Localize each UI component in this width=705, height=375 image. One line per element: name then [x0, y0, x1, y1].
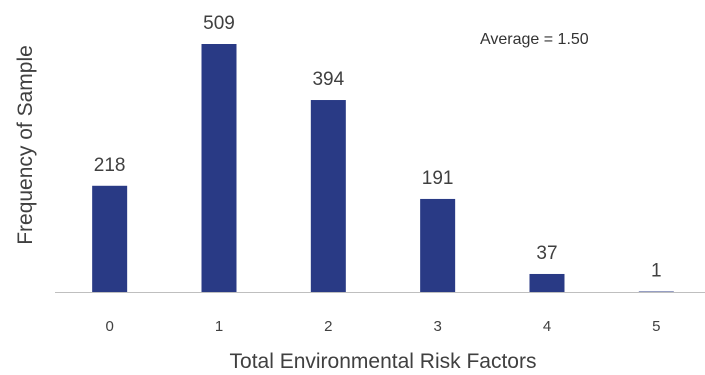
bar-3	[420, 198, 456, 292]
x-tick-label-5: 5	[652, 318, 660, 335]
bars-group	[92, 44, 674, 292]
bar-4	[529, 273, 565, 292]
data-label-0: 218	[94, 155, 126, 176]
x-tick-label-0: 0	[105, 318, 113, 335]
bar-0	[92, 185, 128, 292]
x-tick-label-1: 1	[215, 318, 223, 335]
data-label-4: 37	[536, 243, 557, 264]
data-labels-group: 218 509 394 191 37 1	[94, 13, 662, 282]
average-annotation: Average = 1.50	[480, 31, 589, 48]
data-label-3: 191	[422, 168, 454, 189]
bar-2	[310, 100, 346, 292]
y-axis-title: Frequency of Sample	[14, 45, 37, 245]
x-tick-label-4: 4	[543, 318, 551, 335]
x-tick-label-3: 3	[433, 318, 441, 335]
bar-1	[201, 44, 237, 292]
data-label-5: 1	[651, 261, 662, 282]
data-label-2: 394	[312, 69, 344, 90]
x-tick-label-2: 2	[324, 318, 332, 335]
data-label-1: 509	[203, 13, 235, 34]
x-axis-title: Total Environmental Risk Factors	[230, 350, 537, 373]
x-tick-labels-group: 0 1 2 3 4 5	[105, 318, 660, 335]
